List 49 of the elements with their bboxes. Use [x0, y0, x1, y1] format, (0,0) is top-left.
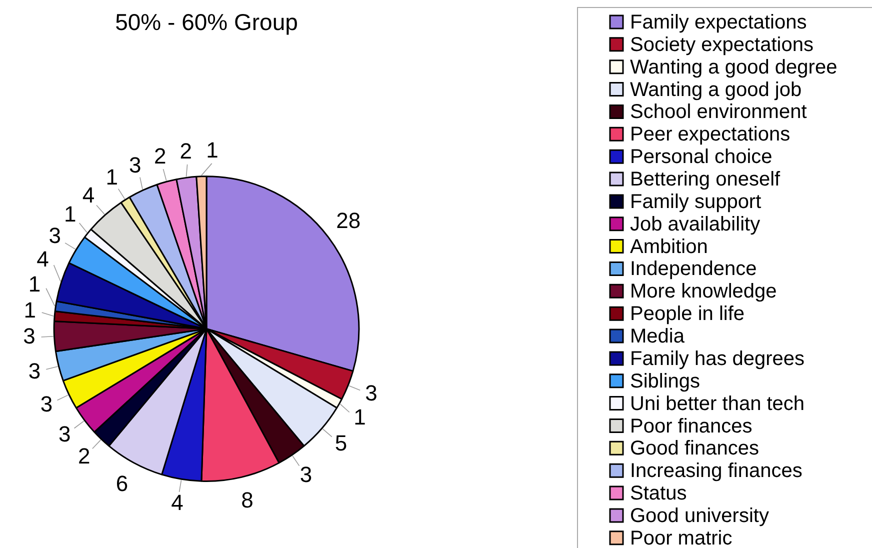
data-label: 2: [78, 443, 90, 468]
data-label: 3: [40, 391, 53, 416]
legend-label: Personal choice: [630, 146, 772, 168]
legend-label: Poor finances: [630, 415, 752, 438]
data-label: 5: [334, 430, 348, 456]
legend-label: Job availability: [630, 213, 760, 236]
data-label: 4: [36, 246, 49, 272]
legend-label: Society expectations: [630, 34, 814, 56]
data-label: 3: [365, 380, 378, 406]
legend-label: Peer expectations: [630, 124, 790, 146]
data-label: 1: [64, 201, 76, 226]
data-label: 3: [23, 324, 36, 349]
legend-label: Family expectations: [630, 12, 807, 34]
legend-label: Media: [630, 326, 686, 348]
data-label: 1: [28, 271, 41, 296]
data-label: 1: [106, 164, 118, 190]
legend-label: Poor matric: [630, 527, 732, 548]
data-label: 8: [241, 488, 254, 513]
legend-label: Wanting a good job: [630, 78, 802, 101]
data-label: 3: [300, 462, 312, 487]
legend-label: Uni better than tech: [630, 392, 805, 415]
data-label: 4: [171, 490, 184, 515]
data-label: 2: [180, 138, 192, 164]
legend-label: More knowledge: [630, 280, 777, 303]
legend-label: Siblings: [630, 370, 700, 392]
legend-label: People in life: [630, 303, 745, 326]
legend-label: Ambition: [630, 236, 708, 258]
data-label: 3: [129, 152, 142, 178]
data-label: 1: [354, 404, 366, 430]
data-label: 1: [206, 138, 218, 163]
chart-title: 50% - 60% Group: [115, 9, 298, 36]
legend-label: Good university: [630, 504, 769, 527]
data-label: 3: [58, 422, 71, 447]
data-label: 6: [116, 470, 128, 496]
legend-label: Increasing finances: [630, 460, 802, 482]
legend-label: Family support: [630, 190, 762, 213]
legend-label: Good finances: [630, 438, 759, 460]
legend-label: Independence: [630, 258, 757, 280]
legend-label: Status: [630, 482, 687, 505]
data-label: 3: [28, 358, 41, 384]
data-label: 28: [336, 208, 361, 234]
data-label: 4: [82, 182, 95, 208]
data-label: 1: [24, 297, 36, 322]
legend-label: School environment: [630, 101, 808, 124]
legend-label: Bettering oneself: [630, 168, 781, 191]
legend-label: Family has degrees: [630, 348, 805, 370]
data-label: 2: [154, 144, 166, 169]
legend-label: Wanting a good degree: [630, 56, 838, 78]
data-label: 3: [48, 222, 61, 248]
